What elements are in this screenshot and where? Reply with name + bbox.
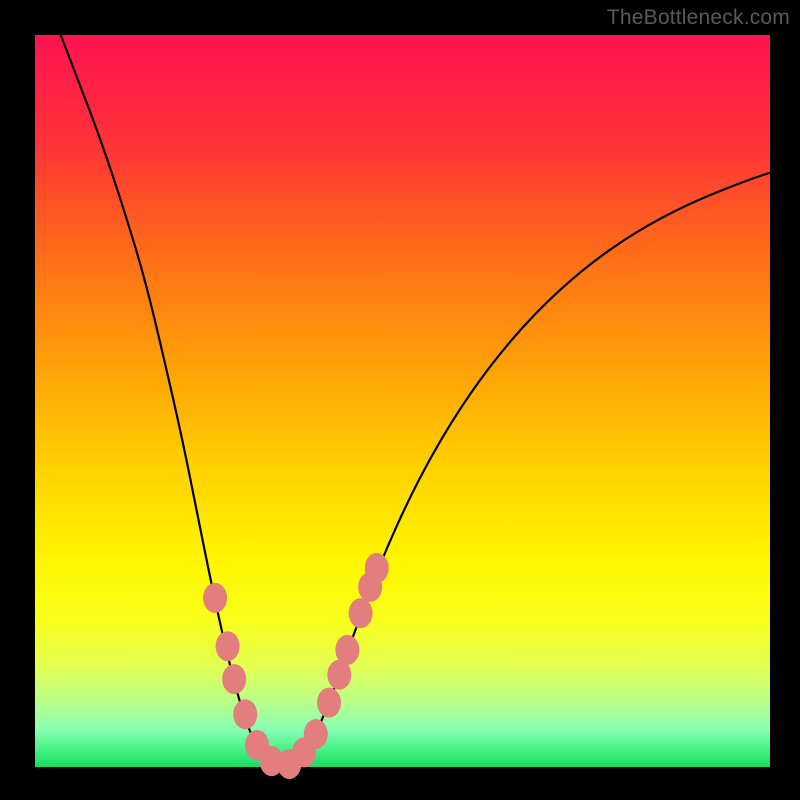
marker-point [203, 583, 227, 613]
chart-canvas: TheBottleneck.com [0, 0, 800, 800]
marker-point [222, 664, 246, 694]
chart-svg [0, 0, 800, 800]
marker-point [365, 553, 389, 583]
marker-point [317, 688, 341, 718]
marker-point [349, 598, 373, 628]
marker-point [304, 719, 328, 749]
plot-gradient-background [35, 35, 770, 767]
marker-point [233, 699, 257, 729]
marker-point [335, 635, 359, 665]
marker-point [216, 631, 240, 661]
watermark-text: TheBottleneck.com [607, 6, 790, 30]
